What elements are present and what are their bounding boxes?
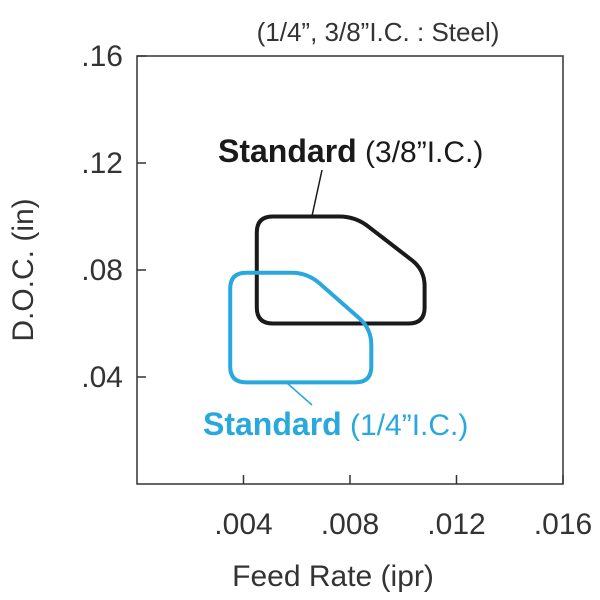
series-label-standard-3-8: Standard (3/8”I.C.) — [218, 133, 483, 169]
y-tick-label: .12 — [81, 147, 123, 180]
series-label-bold: Standard — [203, 406, 342, 442]
series-label-rest: (1/4”I.C.) — [342, 409, 469, 442]
series-label-standard-1-4: Standard (1/4”I.C.) — [203, 406, 468, 442]
x-tick-label: .004 — [214, 508, 272, 541]
y-tick-label: .16 — [81, 40, 123, 73]
regions — [228, 214, 427, 385]
y-tick-label: .04 — [81, 361, 123, 394]
x-tick-label: .008 — [321, 508, 379, 541]
x-axis-ticks: .004 .008 .012 .016 — [214, 475, 592, 541]
y-axis-label: D.O.C. (in) — [7, 198, 40, 341]
x-tick-label: .012 — [427, 508, 485, 541]
series-label-bold: Standard — [218, 133, 357, 169]
series-label-rest: (3/8”I.C.) — [357, 136, 484, 169]
chart-title: (1/4”, 3/8”I.C. : Steel) — [257, 17, 500, 47]
y-axis-ticks: .16 .12 .08 .04 — [81, 40, 146, 394]
region-standard-1-4 — [228, 270, 374, 385]
y-tick-label: .08 — [81, 254, 123, 287]
leader-line-standard-1-4 — [286, 382, 313, 406]
leader-line-standard-3-8 — [311, 169, 323, 217]
x-tick-label: .016 — [534, 508, 592, 541]
x-axis-label: Feed Rate (ipr) — [232, 560, 434, 593]
region-standard-3-8 — [254, 214, 427, 326]
